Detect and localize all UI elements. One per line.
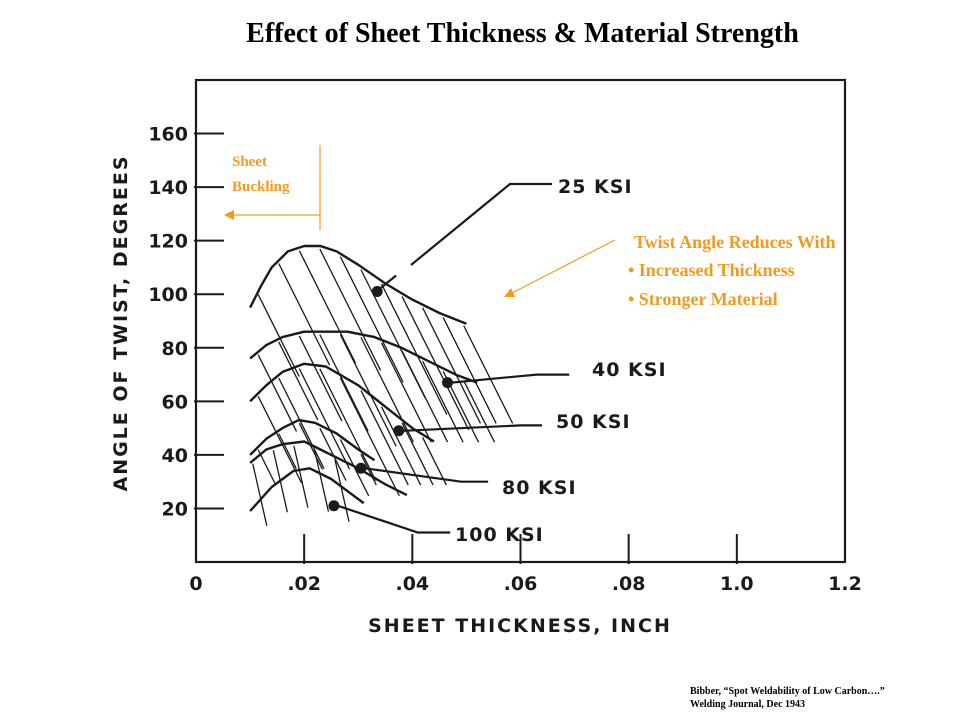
slide-title: Effect of Sheet Thickness & Material Str… bbox=[246, 18, 799, 49]
y-tick-label-40: 40 bbox=[162, 445, 188, 467]
twist-reduction-annotation: Twist Angle Reduces With • Increased Thi… bbox=[504, 232, 836, 309]
hatch-2 bbox=[339, 377, 400, 497]
hatch-0 bbox=[257, 294, 300, 377]
twist-bullet-thickness: • Increased Thickness bbox=[628, 260, 795, 280]
y-tick-label-140: 140 bbox=[148, 177, 188, 199]
marker-40-ksi bbox=[441, 377, 453, 389]
axis-ticks: 20 40 60 80 100 120 140 160 0 .02 .04 .06 .08 1.0 1.2 bbox=[148, 124, 862, 595]
hatch-0 bbox=[463, 325, 514, 424]
twist-bullet-material: • Stronger Material bbox=[628, 289, 778, 309]
series-label-40-ksi: 40 KSI bbox=[592, 359, 667, 381]
hatch-1 bbox=[298, 335, 343, 422]
citation-line-1: Bibber, “Spot Weldability of Low Carbon…… bbox=[690, 686, 885, 697]
y-axis-title: ANGLE OF TWIST, DEGREES bbox=[110, 154, 132, 491]
curve-40-ksi-lower bbox=[249, 418, 376, 462]
hatch-1 bbox=[257, 354, 298, 432]
leader-80-ksi bbox=[364, 467, 489, 483]
series-label-80-ksi: 80 KSI bbox=[502, 477, 577, 499]
hatch-2 bbox=[401, 422, 434, 486]
x-tick-label-2: .04 bbox=[395, 573, 429, 595]
leader-100-ksi bbox=[337, 504, 451, 534]
y-tick-label-60: 60 bbox=[162, 391, 188, 413]
y-tick-label-20: 20 bbox=[162, 498, 188, 520]
hatch-1 bbox=[463, 380, 496, 443]
series-label-50-ksi: 50 KSI bbox=[556, 411, 631, 433]
marker-25-ksi bbox=[371, 286, 383, 298]
hatch-2 bbox=[360, 390, 409, 486]
hatch-1 bbox=[360, 337, 414, 443]
hatch-100 bbox=[293, 445, 309, 508]
y-tick-label-160: 160 bbox=[148, 124, 188, 146]
buckling-arrowhead-icon bbox=[224, 210, 234, 220]
marker-100-ksi bbox=[328, 500, 340, 512]
hatch-1 bbox=[319, 334, 369, 432]
x-tick-label-4: .08 bbox=[612, 573, 646, 595]
y-tick-label-100: 100 bbox=[148, 284, 188, 306]
curve-25-ksi-lower bbox=[249, 362, 435, 443]
curve-50-ksi-lower bbox=[249, 467, 365, 512]
x-axis-title: SHEET THICKNESS, INCH bbox=[368, 615, 672, 637]
hatch-100 bbox=[252, 463, 268, 526]
series-leaders bbox=[328, 182, 570, 534]
x-tick-label-5: 1.0 bbox=[720, 573, 754, 595]
hatch-3 bbox=[298, 422, 323, 470]
citation-line-2: Welding Journal, Dec 1943 bbox=[690, 699, 806, 710]
hatch-1 bbox=[339, 334, 397, 447]
buckling-label-line2: Buckling bbox=[232, 179, 290, 195]
curve-40-ksi-upper bbox=[249, 330, 478, 384]
hatched-bands bbox=[252, 248, 514, 526]
hatch-1 bbox=[401, 350, 449, 443]
sheet-buckling-annotation: Sheet Buckling bbox=[224, 145, 321, 230]
buckling-label-line1: Sheet bbox=[232, 154, 267, 170]
hatch-0 bbox=[319, 248, 382, 371]
hatch-1 bbox=[278, 341, 319, 421]
hatch-2 bbox=[319, 368, 377, 481]
x-tick-label-3: .06 bbox=[504, 573, 538, 595]
hatch-2 bbox=[278, 377, 325, 469]
series-label-25-ksi: 25 KSI bbox=[558, 176, 633, 198]
marker-80-ksi bbox=[355, 462, 367, 474]
leader-40-ksi bbox=[451, 373, 570, 384]
y-tick-label-120: 120 bbox=[148, 231, 188, 253]
x-tick-label-6: 1.2 bbox=[828, 573, 862, 595]
hatch-0 bbox=[339, 256, 404, 383]
twist-heading: Twist Angle Reduces With bbox=[634, 232, 836, 252]
x-tick-label-0: 0 bbox=[189, 573, 202, 595]
hatch-0 bbox=[422, 307, 482, 424]
band-curves bbox=[249, 244, 478, 512]
leader-50-ksi bbox=[402, 424, 543, 432]
hatch-0 bbox=[442, 317, 497, 424]
hatch-2 bbox=[257, 396, 303, 484]
twist-arrowhead-icon bbox=[504, 288, 515, 297]
hatch-0 bbox=[298, 250, 357, 364]
curve-100-ksi-upper bbox=[249, 440, 408, 497]
leader-25-ksi-label bbox=[410, 182, 552, 266]
hatch-2 bbox=[380, 406, 422, 486]
hatch-0 bbox=[278, 263, 331, 366]
curve-25-ksi-upper bbox=[249, 244, 467, 325]
hatch-0 bbox=[380, 283, 448, 415]
leader-25-ksi bbox=[379, 274, 397, 290]
hatch-100 bbox=[313, 449, 330, 512]
y-tick-label-80: 80 bbox=[162, 338, 188, 360]
source-citation: Bibber, “Spot Weldability of Low Carbon…… bbox=[690, 685, 885, 711]
hatch-2 bbox=[298, 368, 351, 470]
hatch-3 bbox=[278, 433, 297, 469]
hatch-3 bbox=[319, 427, 347, 481]
x-tick-label-1: .02 bbox=[287, 573, 321, 595]
twist-arrow-shaft bbox=[511, 239, 616, 294]
hatch-0 bbox=[401, 296, 470, 431]
marker-50-ksi bbox=[393, 425, 405, 437]
series-label-100-ksi: 100 KSI bbox=[455, 524, 544, 546]
hatch-100 bbox=[334, 459, 350, 522]
hatch-2 bbox=[422, 437, 447, 486]
hatch-1 bbox=[380, 342, 432, 443]
